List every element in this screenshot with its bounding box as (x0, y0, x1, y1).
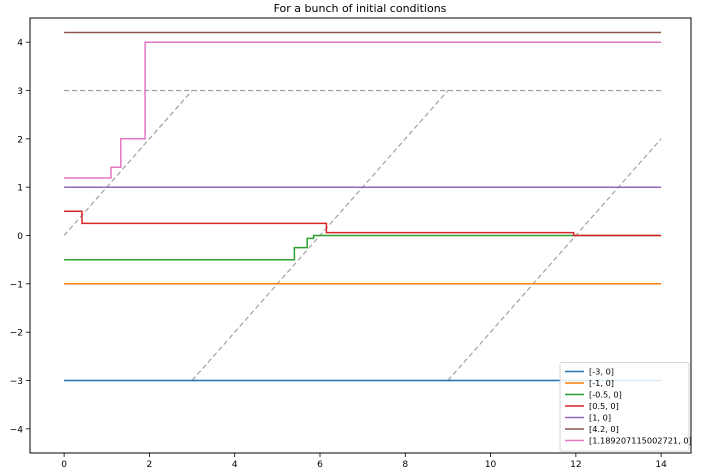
y-axis: −4 −3 −2 −1 0 1 2 3 4 (10, 39, 30, 435)
x-tick-label: 4 (232, 460, 238, 469)
y-tick-label: 4 (17, 39, 23, 49)
x-tick-label: 10 (485, 460, 497, 469)
y-tick-label: 2 (17, 135, 23, 145)
legend-label-6: [1.189207115002721, 0] (589, 436, 692, 446)
legend-label-5: [4.2, 0] (589, 424, 619, 434)
x-tick-label: 6 (317, 460, 323, 469)
legend-box (559, 362, 690, 452)
x-tick-label: 2 (147, 460, 153, 469)
x-tick-label: 12 (570, 460, 581, 469)
legend-label-3: [0.5, 0] (589, 401, 619, 411)
legend-label-1: [-1, 0] (589, 378, 614, 388)
legend-label-0: [-3, 0] (589, 367, 614, 377)
y-tick-label: −3 (10, 377, 23, 387)
reference-line-2 (63, 90, 193, 236)
y-tick-label: 0 (17, 232, 23, 242)
reference-line-4 (447, 138, 662, 381)
y-tick-label: −1 (10, 280, 23, 290)
x-tick-label: 0 (61, 460, 67, 469)
legend: [-3, 0][-1, 0] [-0.5, 0][0.5, 0] [1, 0][4.… (559, 362, 692, 452)
series-line-2 (64, 234, 662, 261)
legend-label-4: [1, 0] (589, 413, 611, 423)
y-tick-label: −2 (10, 329, 23, 339)
x-tick-label: 14 (655, 460, 667, 469)
series-line-3 (64, 210, 662, 237)
y-tick-label: −4 (10, 425, 24, 435)
y-tick-label: 3 (17, 87, 23, 97)
x-axis: 0 2 4 6 8 10 12 14 (61, 453, 667, 470)
legend-label-2: [-0.5, 0] (589, 390, 622, 400)
x-tick-label: 8 (402, 460, 408, 469)
chart-title: For a bunch of initial conditions (274, 2, 447, 15)
series-lines (64, 31, 662, 382)
y-tick-label: 1 (17, 184, 23, 194)
series-line-6 (64, 41, 662, 179)
